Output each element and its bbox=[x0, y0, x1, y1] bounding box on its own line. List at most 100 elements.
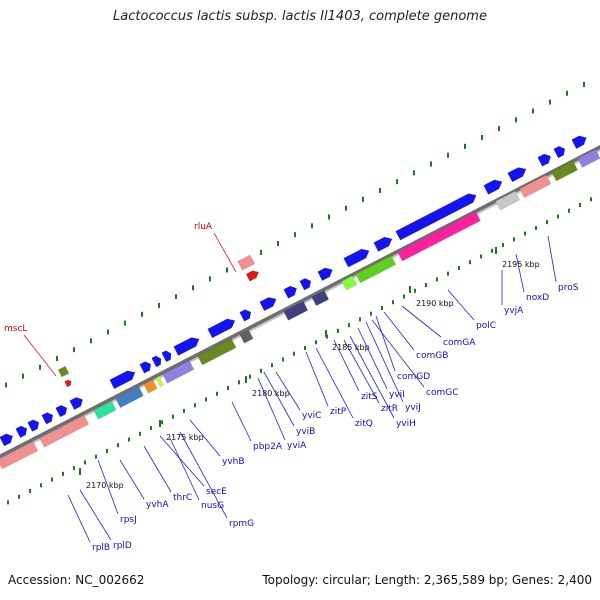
cds-forward-16-shape bbox=[317, 267, 333, 281]
label-leader bbox=[349, 335, 395, 419]
cds-forward-17-shape bbox=[343, 248, 370, 268]
feature-inner-9 bbox=[283, 301, 309, 321]
cds-forward-10-shape bbox=[173, 337, 200, 356]
label-leader bbox=[383, 311, 415, 351]
cds-forward-5-shape bbox=[69, 397, 83, 410]
rna-label-mscL: mscL bbox=[4, 324, 27, 334]
gene-label-yviJ: yviJ bbox=[405, 403, 421, 413]
feature-inner-6-shape bbox=[162, 360, 195, 384]
cds-forward-11 bbox=[207, 318, 236, 339]
feature-inner-4 bbox=[143, 379, 158, 394]
cds-forward-14-shape bbox=[283, 285, 297, 299]
gene-label-comGA: comGA bbox=[443, 338, 476, 348]
gene-label-rplB: rplB bbox=[92, 543, 110, 553]
cds-forward-24 bbox=[571, 135, 587, 149]
gene-label-rpmG: rpmG bbox=[229, 519, 254, 529]
rluA-gene-shape bbox=[237, 254, 256, 271]
cds-forward-24-shape bbox=[571, 135, 587, 149]
feature-inner-15 bbox=[519, 174, 552, 198]
label-leader bbox=[159, 435, 205, 487]
feature-inner-14-shape bbox=[495, 190, 521, 211]
label-leader bbox=[357, 327, 388, 390]
feature-inner-16 bbox=[551, 160, 578, 182]
cds-forward-8 bbox=[151, 355, 162, 368]
label-leader bbox=[315, 347, 354, 419]
label-leader bbox=[275, 371, 301, 411]
cds-forward-22-shape bbox=[537, 153, 551, 167]
label-leader bbox=[231, 401, 252, 442]
cds-forward-20 bbox=[483, 179, 503, 195]
scale-ticks bbox=[79, 247, 497, 475]
cds-forward-9-shape bbox=[161, 350, 172, 363]
feature-inner-15-shape bbox=[519, 174, 552, 198]
cds-forward-5 bbox=[69, 397, 83, 410]
feature-inner-12-shape bbox=[355, 255, 397, 284]
label-leader bbox=[263, 371, 295, 427]
cds-forward-23 bbox=[553, 146, 566, 159]
cds-forward-21-shape bbox=[507, 167, 527, 183]
feature-inner-2 bbox=[93, 400, 117, 420]
cds-forward-21 bbox=[507, 167, 527, 183]
label-leader bbox=[343, 339, 380, 404]
label-leader bbox=[371, 319, 425, 388]
gene-label-noxD: noxD bbox=[526, 293, 549, 303]
label-leader bbox=[333, 339, 360, 392]
label-leader bbox=[97, 459, 119, 515]
feature-inner-7-shape bbox=[197, 338, 237, 366]
feature-inner-13 bbox=[397, 211, 481, 262]
cds-forward-3 bbox=[41, 412, 54, 425]
gene-label-rpsJ: rpsJ bbox=[120, 515, 137, 525]
feature-inner-1-shape bbox=[39, 415, 90, 448]
label-leader bbox=[515, 253, 525, 293]
topology-summary: Topology: circular; Length: 2,365,589 bp… bbox=[262, 573, 592, 587]
feature-inner-1 bbox=[39, 415, 90, 448]
label-leader bbox=[143, 445, 172, 493]
gene-label-polC: polC bbox=[476, 321, 496, 331]
cds-forward-6 bbox=[109, 370, 136, 390]
feature-track bbox=[0, 135, 600, 470]
scale-label: 2185 kbp bbox=[332, 343, 370, 352]
trna-a bbox=[64, 379, 72, 388]
cds-forward-18 bbox=[373, 236, 393, 252]
gene-label-zitQ: zitQ bbox=[355, 419, 373, 429]
gene-labels: rplB rplD rpsJ yvhA thrC secE nusG rpmG yvhB pbp2… bbox=[4, 222, 579, 553]
cds-forward-22 bbox=[537, 153, 551, 167]
trna-b-shape bbox=[245, 270, 260, 282]
rna-label-rluA: rluA bbox=[194, 222, 213, 232]
cds-forward-2 bbox=[27, 419, 40, 432]
feature-inner-10 bbox=[311, 290, 330, 307]
feature-inner-0 bbox=[0, 441, 39, 470]
accession-text: Accession: NC_002662 bbox=[8, 573, 145, 587]
label-leader bbox=[169, 437, 200, 501]
label-leader bbox=[401, 305, 442, 338]
feature-inner-5-shape bbox=[155, 375, 165, 388]
cds-forward-15-shape bbox=[299, 278, 312, 291]
mscL-gene-shape bbox=[57, 365, 70, 378]
cds-forward-12-shape bbox=[239, 309, 252, 322]
label-leader bbox=[547, 235, 557, 283]
scale-labels: 2170 kbp 2175 kbp 2180 kbp 2185 kbp 2190 kbp… bbox=[86, 260, 540, 490]
cds-forward-11-shape bbox=[207, 318, 236, 339]
cds-forward-3-shape bbox=[41, 412, 54, 425]
gene-label-comGB: comGB bbox=[416, 351, 448, 361]
cds-forward-23-shape bbox=[553, 146, 566, 159]
gene-label-zitS: zitS bbox=[361, 392, 378, 402]
gene-label-yviA: yviA bbox=[287, 441, 307, 451]
gene-label-yviH: yviH bbox=[396, 419, 416, 429]
scale-label: 2180 kbp bbox=[252, 389, 290, 398]
label-leader bbox=[375, 315, 396, 372]
feature-inner-2-shape bbox=[93, 400, 117, 420]
backbone-line-dark bbox=[0, 145, 600, 459]
cds-forward-0 bbox=[0, 433, 13, 447]
label-leader bbox=[79, 489, 112, 541]
cds-forward-1-shape bbox=[15, 425, 28, 439]
feature-inner-3 bbox=[115, 386, 144, 409]
cds-forward-18-shape bbox=[373, 236, 393, 252]
gene-label-secE: secE bbox=[206, 487, 227, 497]
feature-inner-12 bbox=[355, 255, 397, 284]
scale-label: 2170 kbp bbox=[86, 481, 124, 490]
feature-inner-4-shape bbox=[143, 379, 158, 394]
feature-inner-17-shape bbox=[577, 149, 600, 168]
gene-label-yvhA: yvhA bbox=[146, 500, 169, 510]
cds-forward-8-shape bbox=[151, 355, 162, 368]
